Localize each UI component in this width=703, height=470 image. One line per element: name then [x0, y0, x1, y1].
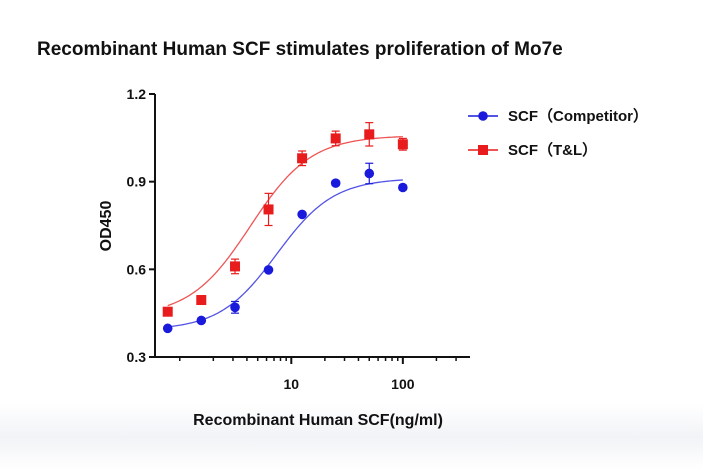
data-point	[397, 139, 408, 150]
y-axis-label: OD450	[98, 201, 115, 252]
x-axis-label: Recombinant Human SCF(ng/ml)	[193, 412, 443, 429]
legend-label: SCF（T&L）	[508, 141, 597, 159]
legend-label: SCF（Competitor）	[508, 107, 648, 125]
data-point	[263, 204, 274, 215]
fit-curve	[167, 179, 403, 328]
data-point	[162, 306, 173, 317]
data-point	[398, 182, 408, 193]
data-point	[230, 261, 241, 272]
chart-title: Recombinant Human SCF stimulates prolife…	[37, 39, 563, 60]
plot-area: 0.3 0.6 0.9 1.2 10 100	[127, 86, 470, 392]
data-point	[162, 323, 173, 334]
data-point	[263, 265, 274, 275]
x-tick-label: 10	[284, 376, 300, 392]
y-tick-label: 0.6	[127, 261, 147, 277]
data-point	[297, 153, 308, 164]
x-tick-label: 100	[391, 376, 415, 392]
legend-marker	[478, 145, 488, 155]
y-tick-label: 1.2	[127, 86, 147, 102]
fit-curve	[167, 136, 403, 307]
data-point	[364, 129, 375, 140]
data-point	[330, 133, 341, 144]
data-point	[196, 315, 207, 326]
y-tick-label: 0.9	[127, 174, 147, 190]
data-point	[230, 302, 240, 313]
y-tick-label: 0.3	[127, 349, 147, 365]
data-point	[330, 178, 341, 188]
data-point	[297, 209, 307, 220]
data-point	[364, 168, 375, 179]
legend-marker	[478, 111, 488, 121]
data-point	[196, 295, 207, 306]
legend: SCF（Competitor） SCF（T&L）	[468, 107, 648, 159]
